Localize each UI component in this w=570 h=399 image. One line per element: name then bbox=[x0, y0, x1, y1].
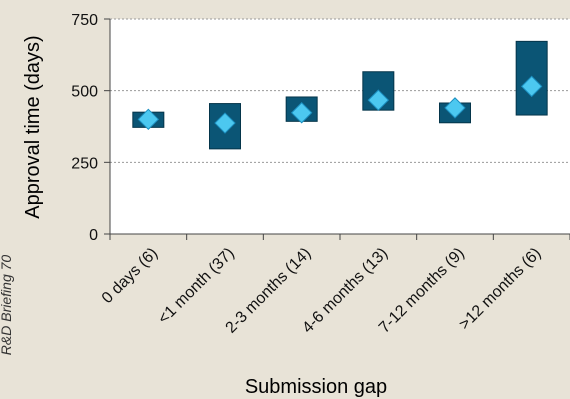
y-tick-label: 250 bbox=[71, 155, 98, 172]
mean-marker bbox=[290, 102, 313, 124]
mean-marker bbox=[214, 112, 236, 134]
axes bbox=[104, 18, 570, 240]
x-axis-title: Submission gap bbox=[245, 376, 387, 398]
x-tick-label: <1 month (37) bbox=[155, 245, 238, 328]
mean-marker bbox=[520, 75, 543, 98]
mean-marker bbox=[444, 97, 466, 119]
x-tick-label: 7-12 months (9) bbox=[376, 245, 468, 337]
mean-markers bbox=[137, 75, 543, 134]
x-tick-label: 0 days (6) bbox=[99, 245, 161, 307]
mean-marker bbox=[137, 108, 160, 131]
gridlines bbox=[110, 18, 570, 163]
y-tick-label: 500 bbox=[71, 84, 98, 101]
y-tick-label: 750 bbox=[71, 12, 98, 29]
x-tick-label: >12 months (6) bbox=[456, 245, 544, 333]
x-tick-labels: 0 days (6)<1 month (37)2-3 months (14)4-… bbox=[99, 245, 545, 337]
y-tick-label: 0 bbox=[89, 227, 98, 244]
plot-area bbox=[110, 19, 570, 234]
side-note: R&D Briefing 70 bbox=[0, 255, 14, 356]
mean-marker bbox=[367, 89, 390, 111]
y-axis-title: Approval time (days) bbox=[22, 35, 44, 218]
y-tick-labels: 0 250 500 750 bbox=[71, 12, 98, 244]
